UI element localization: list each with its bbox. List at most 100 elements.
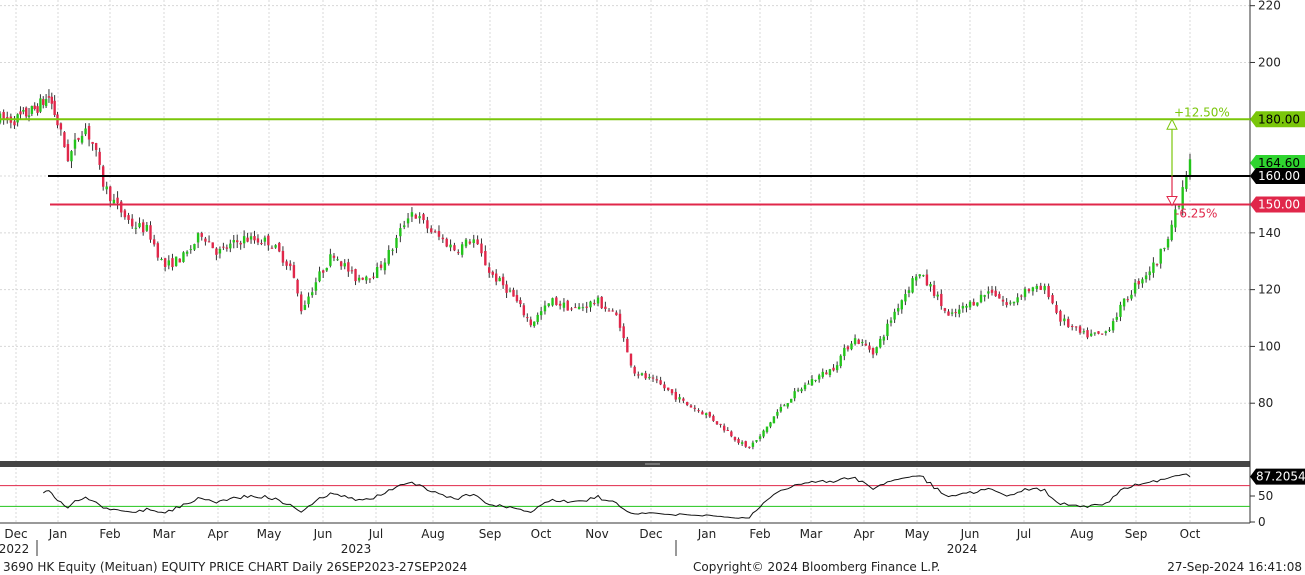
candle-body	[1108, 329, 1111, 331]
candle-body	[1051, 295, 1054, 304]
candle-body	[66, 144, 70, 162]
candle-body	[655, 379, 659, 381]
x-month-label: Dec	[4, 527, 27, 541]
candle-body	[733, 436, 737, 441]
x-year-label: 2023	[341, 542, 372, 556]
candle-body	[445, 238, 448, 247]
candle-body	[868, 345, 871, 350]
candle-body	[539, 311, 543, 316]
candle-body	[1155, 264, 1159, 266]
candle-body	[44, 99, 48, 107]
candle-body	[42, 99, 45, 105]
candle-body	[640, 373, 644, 375]
candle-body	[372, 276, 375, 278]
candle-body	[678, 397, 681, 400]
candle-body	[839, 355, 842, 367]
candle-body	[1133, 282, 1137, 294]
candle-body	[160, 259, 163, 261]
candle-body	[484, 251, 487, 266]
candle-body	[53, 100, 56, 115]
candle-body	[936, 294, 939, 297]
candle-body	[468, 241, 472, 244]
candle-body	[755, 440, 758, 442]
x-month-label: Sep	[1125, 527, 1148, 541]
x-month-label: Sep	[479, 527, 502, 541]
candle-body	[1001, 299, 1005, 302]
candlesticks	[0, 89, 1192, 450]
candle-body	[278, 242, 281, 252]
candle-body	[303, 305, 307, 310]
candle-body	[246, 237, 249, 242]
rsi-last-tag-text: 87.2054	[1256, 470, 1305, 484]
candle-body	[87, 126, 91, 140]
candle-body	[1070, 325, 1074, 327]
footer-center: Copyright© 2024 Bloomberg Finance L.P.	[693, 560, 940, 574]
candle-body	[204, 238, 207, 242]
candle-body	[480, 243, 483, 254]
candle-body	[701, 411, 704, 415]
candle-body	[22, 109, 25, 112]
candle-body	[406, 218, 410, 224]
candle-body	[350, 270, 354, 272]
candle-body	[907, 290, 911, 293]
candle-body	[1031, 287, 1035, 292]
candle-body	[410, 212, 414, 217]
candle-body	[1177, 206, 1181, 208]
candle-body	[332, 255, 336, 258]
candle-body	[357, 277, 361, 281]
candle-body	[807, 383, 810, 385]
candle-body	[418, 216, 421, 219]
candle-body	[712, 415, 715, 421]
candle-body	[904, 294, 907, 302]
candle-body	[758, 436, 762, 439]
candle-body	[457, 252, 460, 254]
y-tick-label: 120	[1258, 283, 1281, 297]
candle-body	[1035, 285, 1039, 289]
level-tag-150-text: 150.00	[1258, 197, 1300, 211]
candle-body	[562, 302, 566, 308]
candle-body	[637, 374, 640, 376]
candle-body	[730, 431, 733, 437]
candle-body	[737, 438, 740, 443]
candle-body	[1089, 333, 1093, 336]
candle-body	[626, 338, 629, 353]
candle-body	[512, 289, 515, 297]
candle-body	[441, 237, 445, 240]
candle-body	[793, 391, 796, 399]
candle-body	[659, 380, 662, 385]
candle-body	[63, 132, 66, 148]
candle-body	[495, 273, 498, 282]
candle-body	[242, 236, 246, 244]
candle-body	[1097, 331, 1100, 334]
candle-body	[33, 105, 36, 110]
candle-body	[1063, 318, 1066, 322]
x-month-label: Aug	[421, 527, 444, 541]
candle-body	[629, 353, 633, 366]
candle-body	[574, 307, 577, 309]
candle-body	[152, 239, 156, 245]
candle-body	[1016, 297, 1019, 303]
candle-body	[375, 266, 379, 279]
candle-body	[821, 371, 824, 377]
candle-body	[607, 310, 611, 312]
candle-body	[828, 369, 832, 375]
candle-body	[383, 262, 387, 271]
candle-body	[347, 262, 350, 272]
candle-body	[1086, 330, 1089, 338]
up-arrow-head	[1166, 118, 1178, 130]
candle-body	[236, 240, 239, 243]
candle-body	[120, 201, 123, 213]
candle-body	[1174, 209, 1177, 228]
candle-body	[843, 347, 846, 357]
x-month-label: Oct	[1180, 527, 1201, 541]
candle-body	[1074, 326, 1078, 328]
candle-body	[633, 366, 636, 374]
down-arrow-head	[1166, 195, 1178, 207]
candle-body	[1104, 331, 1108, 333]
candle-body	[832, 367, 835, 371]
x-month-label: Mar	[153, 527, 176, 541]
x-month-label: Jul	[368, 527, 383, 541]
candle-body	[296, 279, 299, 294]
candle-body	[1055, 304, 1058, 313]
